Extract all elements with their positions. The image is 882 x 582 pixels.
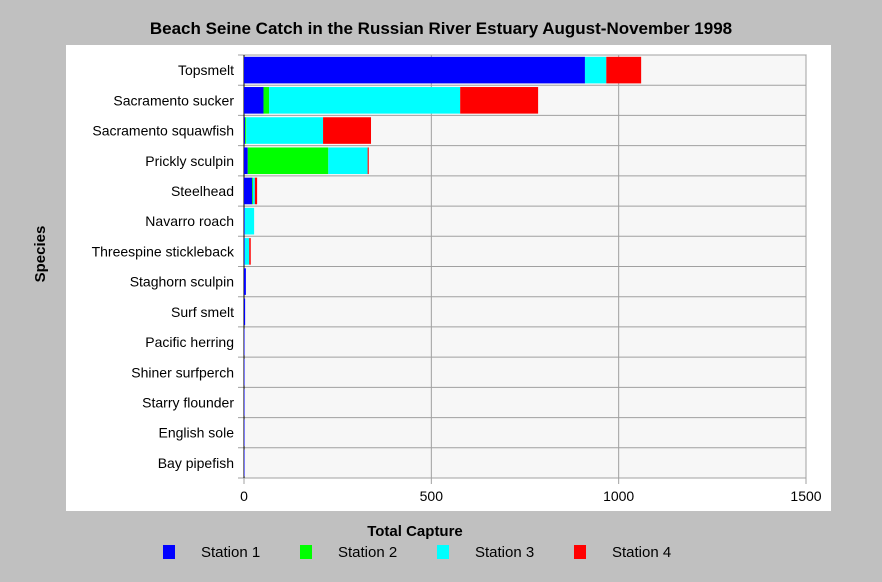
bar-segment — [244, 328, 245, 356]
bar-segment — [252, 177, 253, 205]
category-labels: Topsmelt Sacramento sucker Sacramento squa… — [92, 62, 235, 471]
bar-segment — [244, 449, 245, 477]
category-label: Staghorn sculpin — [130, 274, 234, 290]
bar-segment — [246, 117, 324, 144]
bar-segment — [323, 117, 372, 144]
bar-segment — [244, 147, 248, 175]
chart-title: Beach Seine Catch in the Russian River E… — [149, 19, 733, 38]
category-label: Pacific herring — [145, 334, 234, 350]
bar-segment — [244, 207, 245, 235]
bar-segment — [328, 147, 368, 175]
legend-swatch — [300, 545, 312, 559]
category-label: Surf smelt — [171, 304, 234, 320]
x-axis-title: Total Capture — [367, 523, 463, 540]
legend-item: Station 3 — [437, 541, 534, 563]
legend: Station 1 Station 2 Station 3 Station 4 — [0, 541, 882, 563]
y-axis-title: Species — [32, 226, 49, 283]
legend-label: Station 1 — [201, 543, 261, 561]
x-tick-label: 0 — [240, 488, 248, 504]
bar-segment — [244, 268, 246, 295]
legend-item: Station 1 — [163, 541, 260, 563]
bar-segment — [367, 147, 369, 175]
legend-label: Station 3 — [475, 543, 535, 561]
category-label: Shiner surfperch — [131, 364, 234, 380]
bar-segment — [254, 177, 258, 205]
bar-segment — [584, 56, 607, 84]
bar-segment — [244, 389, 245, 416]
bar-segment — [244, 238, 245, 265]
bar-segment — [244, 87, 264, 114]
bar-segment — [247, 147, 329, 175]
legend-swatch — [437, 545, 449, 559]
category-label: Navarro roach — [145, 213, 234, 229]
bar-segment — [460, 87, 539, 114]
bar-segment — [606, 56, 642, 84]
category-label: Topsmelt — [178, 62, 234, 78]
bar-segment — [244, 298, 246, 326]
bar-segment — [263, 87, 270, 114]
bar-segment — [249, 238, 251, 265]
bar-segment — [252, 177, 255, 205]
category-label: Sacramento squawfish — [92, 123, 234, 139]
legend-label: Station 2 — [338, 543, 398, 561]
legend-label: Station 4 — [612, 543, 672, 561]
bar-segment — [244, 358, 245, 386]
category-label: Threespine stickleback — [92, 243, 235, 259]
bar-segment — [244, 117, 246, 144]
x-tick-labels: 0 500 1000 1500 — [240, 488, 822, 504]
x-tick-label: 1500 — [790, 488, 821, 504]
bar-segment — [244, 207, 255, 235]
legend-item: Station 2 — [300, 541, 397, 563]
category-label: Prickly sculpin — [145, 153, 234, 169]
bar-segment — [244, 56, 585, 84]
category-label: English sole — [159, 425, 235, 441]
bar-segment — [244, 419, 245, 446]
bar-segment — [245, 117, 247, 144]
bar-segment — [244, 177, 253, 205]
category-label: Steelhead — [171, 183, 234, 199]
legend-item: Station 4 — [574, 541, 671, 563]
bar-segment — [269, 87, 461, 114]
legend-swatch — [574, 545, 586, 559]
x-tick-label: 500 — [420, 488, 444, 504]
legend-swatch — [163, 545, 175, 559]
bar-layer — [244, 56, 642, 477]
category-label: Bay pipefish — [158, 455, 234, 471]
category-label: Starry flounder — [142, 394, 234, 410]
bar-segment — [244, 238, 250, 265]
x-tick-label: 1000 — [603, 488, 634, 504]
category-label: Sacramento sucker — [113, 92, 234, 108]
